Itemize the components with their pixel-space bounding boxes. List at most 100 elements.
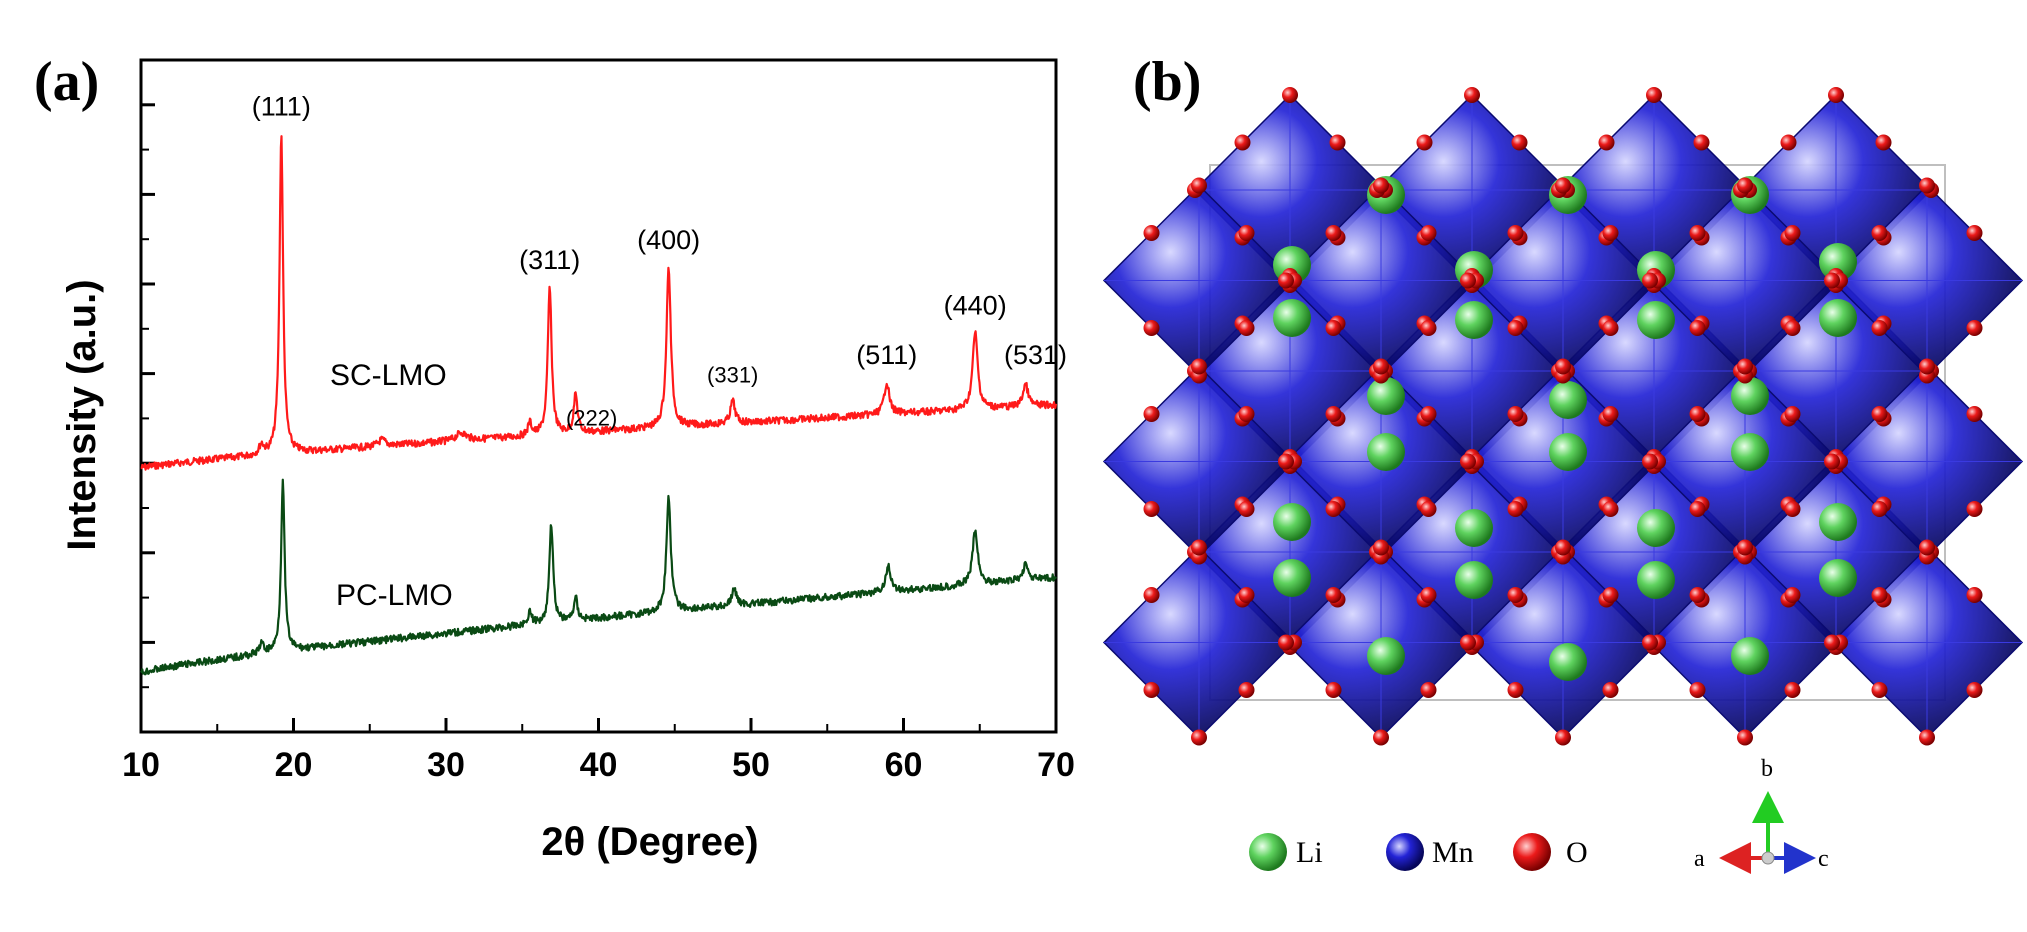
o-atom: [1416, 496, 1433, 513]
o-atom: [1373, 729, 1389, 746]
o-atom: [1143, 587, 1160, 603]
mn-octahedron: [1375, 455, 1569, 649]
o-atom: [1784, 501, 1801, 517]
o-atom: [1511, 134, 1528, 151]
o-atom: [1555, 177, 1571, 194]
o-atom: [1507, 406, 1524, 422]
peak-label: (511): [856, 340, 917, 370]
o-atom: [1234, 591, 1251, 608]
o-atom: [1966, 587, 1983, 603]
o-atom: [1555, 548, 1571, 565]
o-atom: [1369, 544, 1385, 560]
o-atom: [1646, 449, 1662, 465]
legend-mn-sphere: [1386, 833, 1424, 871]
o-atom: [1238, 682, 1255, 698]
o-atom: [1741, 182, 1757, 198]
li-atom: [1731, 176, 1769, 214]
o-atom: [1507, 225, 1524, 241]
o-atom: [1919, 367, 1935, 384]
o-atom: [1187, 182, 1203, 198]
series-line-pc-lmo: [140, 478, 1057, 676]
o-atom: [1377, 544, 1393, 560]
o-atom: [1784, 587, 1801, 603]
o-atom: [1377, 363, 1393, 379]
axis-letter-b: b: [1761, 756, 1773, 782]
mn-octahedra: [1102, 93, 2024, 739]
o-atom: [1555, 367, 1571, 384]
o-atom: [1373, 548, 1389, 565]
o-atom: [1875, 496, 1892, 513]
o-atom: [1282, 277, 1298, 293]
o-atom: [1511, 229, 1528, 246]
o-atom: [1373, 358, 1389, 375]
o-atom: [1832, 453, 1848, 470]
o-atom: [1598, 315, 1615, 332]
o-atom: [1598, 410, 1615, 427]
o-atom: [1875, 410, 1892, 427]
o-atom: [1602, 225, 1619, 241]
mn-octahedron: [1466, 365, 1660, 558]
o-atom: [1693, 229, 1710, 246]
crystal-axes-indicator: b a c: [1694, 756, 1829, 874]
o-atom: [1598, 134, 1615, 151]
unit-cell-box: [1209, 164, 1946, 701]
o-atom: [1238, 225, 1255, 241]
mn-octahedron: [1830, 184, 2024, 377]
y-axis-title: Intensity (a.u.): [60, 279, 104, 550]
o-atom: [1559, 544, 1575, 560]
o-atom: [1191, 177, 1207, 194]
o-atom: [1602, 587, 1619, 603]
o-atom: [1824, 272, 1840, 289]
o-atom: [1828, 449, 1844, 465]
o-atom: [1689, 406, 1706, 422]
mn-octahedron: [1375, 93, 1569, 287]
o-atom: [1733, 182, 1749, 198]
o-atom: [1650, 453, 1666, 470]
o-atom: [1784, 320, 1801, 336]
o-atom: [1966, 225, 1983, 241]
mn-octahedron: [1102, 184, 1296, 377]
mn-octahedron: [1193, 93, 1387, 287]
o-atom: [1650, 272, 1666, 289]
o-atom: [1966, 406, 1983, 422]
li-atom: [1455, 561, 1493, 599]
li-atom: [1819, 299, 1857, 337]
legend-o-sphere: [1513, 833, 1551, 871]
o-atom: [1642, 453, 1658, 470]
o-atom: [1559, 363, 1575, 379]
o-atom: [1369, 363, 1385, 379]
o-atom: [1369, 182, 1385, 198]
mn-octahedron: [1284, 546, 1478, 739]
o-atom: [1966, 682, 1983, 698]
o-atom: [1234, 134, 1251, 151]
mn-octahedron: [1648, 546, 1842, 739]
o-atom: [1468, 272, 1484, 289]
x-tick-label: 70: [1037, 746, 1075, 784]
mn-octahedron: [1739, 274, 1933, 468]
li-atoms: [1273, 176, 1857, 681]
mn-octahedron: [1648, 365, 1842, 558]
mn-octahedron: [1739, 455, 1933, 649]
o-atom: [1602, 682, 1619, 698]
o-atom: [1966, 501, 1983, 517]
panel-label-a: (a): [34, 51, 100, 113]
li-atom: [1273, 559, 1311, 597]
peak-label: (111): [252, 92, 311, 122]
o-atom: [1689, 225, 1706, 241]
o-atom: [1824, 634, 1840, 651]
o-atom: [1325, 225, 1342, 241]
o-atom: [1551, 363, 1567, 379]
peak-label: (331): [707, 363, 758, 388]
xrd-chart: 10 20 30 40 50 60 70 (111) (311) (222) (400) (331)…: [60, 58, 1075, 864]
o-atom: [1923, 363, 1939, 379]
li-atom: [1367, 176, 1405, 214]
o-atom: [1966, 320, 1983, 336]
o-atom: [1646, 87, 1662, 103]
o-atom: [1464, 449, 1480, 465]
o-atom: [1784, 406, 1801, 422]
o-atom: [1464, 458, 1480, 474]
o-atom: [1464, 87, 1480, 103]
o-atom: [1733, 544, 1749, 560]
o-atom: [1329, 591, 1346, 608]
axis-ticks: 10 20 30 40 50 60 70: [122, 59, 1075, 784]
